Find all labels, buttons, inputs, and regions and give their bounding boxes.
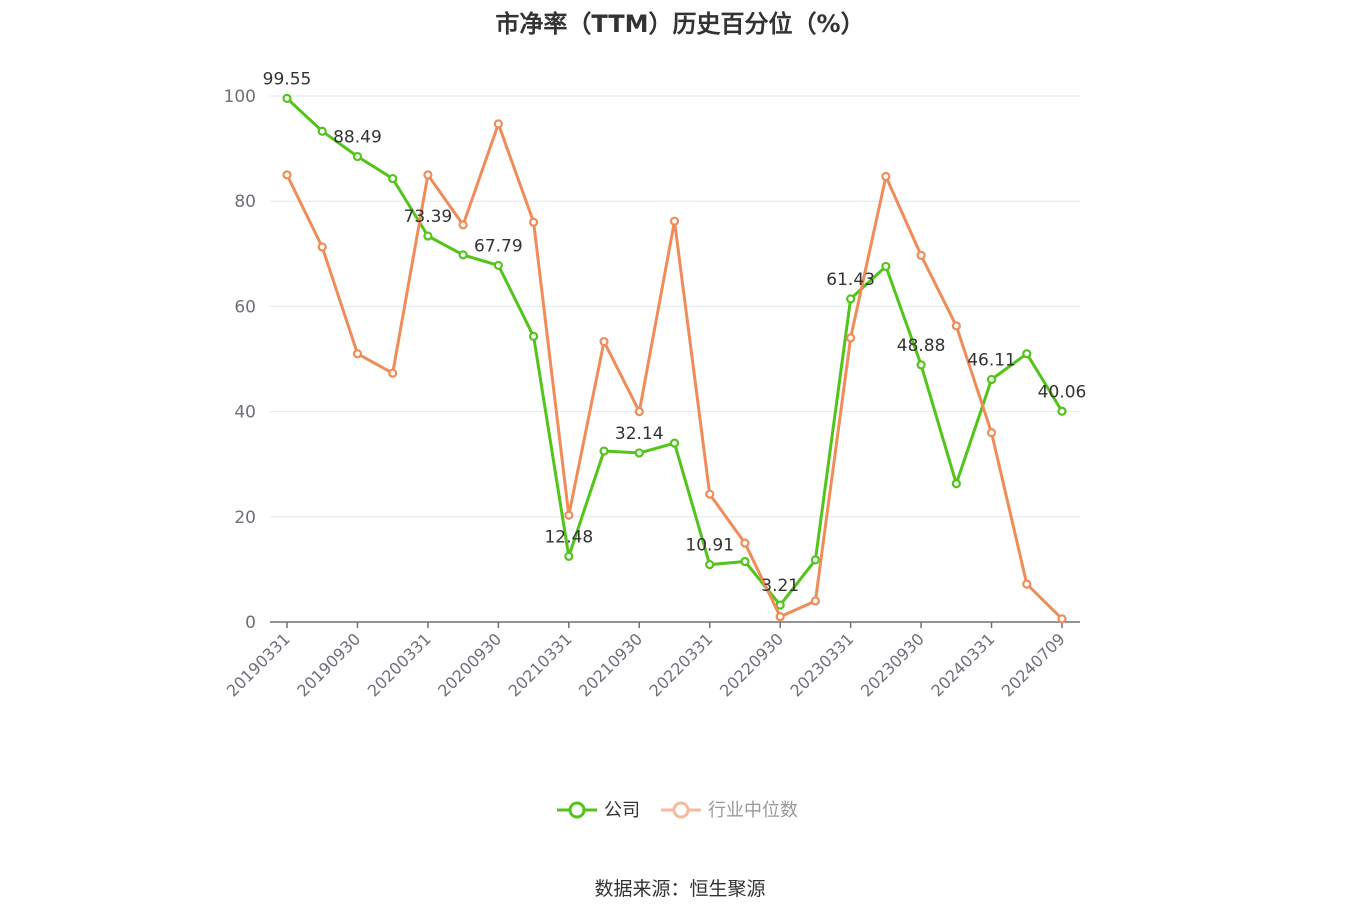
- data-point: [1057, 406, 1067, 416]
- x-tick-label: 20230331: [786, 629, 857, 700]
- data-point: [493, 119, 503, 129]
- data-point: [634, 448, 644, 458]
- data-label: 48.88: [897, 336, 946, 356]
- data-point: [599, 337, 609, 347]
- data-point: [388, 173, 398, 184]
- data-point: [282, 170, 292, 180]
- data-point: [317, 242, 327, 252]
- data-point: [740, 556, 750, 567]
- data-point: [810, 596, 821, 606]
- data-point: [881, 171, 891, 182]
- data-point: [669, 438, 680, 448]
- data-point: [317, 126, 327, 136]
- data-point: [705, 489, 715, 499]
- legend-item-0[interactable]: 公司: [557, 800, 640, 821]
- data-label: 32.14: [615, 424, 664, 444]
- data-point: [352, 349, 363, 359]
- x-tick-label: 20220331: [646, 629, 717, 700]
- x-tick-label: 20200331: [364, 629, 435, 700]
- data-point: [564, 510, 574, 520]
- legend: 公司 行业中位数: [557, 800, 798, 821]
- series-line-0: [285, 97, 1064, 607]
- data-point: [423, 170, 433, 180]
- data-label: 46.11: [967, 350, 1016, 370]
- data-point: [916, 250, 926, 260]
- data-point: [986, 374, 997, 385]
- data-point: [458, 220, 468, 230]
- data-point: [423, 231, 433, 241]
- y-tick-label: 0: [245, 613, 256, 633]
- x-tick-label: 20240331: [927, 629, 998, 700]
- data-point: [634, 407, 644, 417]
- x-tick-label: 20240709: [998, 629, 1069, 700]
- data-point: [810, 555, 821, 565]
- data-point: [493, 260, 503, 271]
- x-tick-label: 20230930: [857, 629, 928, 700]
- data-label: 99.55: [263, 69, 312, 89]
- y-tick-label: 40: [234, 403, 256, 423]
- data-point: [352, 151, 363, 162]
- axis-layer: 0 20 40 60 80 100 20190331 20190930 20200331 2020…: [223, 87, 1080, 700]
- x-tick-label: 20210331: [505, 629, 576, 700]
- data-point: [986, 428, 997, 438]
- x-tick-label: 20190331: [223, 629, 294, 700]
- data-point: [388, 368, 398, 378]
- data-label: 3.21: [761, 576, 799, 596]
- data-label: 67.79: [474, 236, 523, 256]
- data-point: [564, 551, 574, 561]
- data-point: [775, 612, 785, 622]
- data-point: [528, 217, 539, 227]
- x-tick-label: 20200930: [434, 629, 505, 700]
- y-tick-label: 80: [234, 192, 256, 212]
- legend-marker: [568, 801, 586, 819]
- data-point: [669, 216, 680, 226]
- data-point: [846, 294, 856, 304]
- y-tick-label: 100: [224, 87, 256, 107]
- data-point: [705, 560, 715, 570]
- data-point: [951, 479, 961, 489]
- label-layer: 99.55 88.49 73.39 67.79 12.48 32.14 10.91 3.21 6…: [263, 69, 1087, 596]
- legend-marker: [672, 801, 690, 819]
- data-point: [916, 360, 926, 370]
- data-point: [740, 538, 750, 548]
- data-point: [1022, 349, 1032, 359]
- data-point: [881, 261, 891, 272]
- data-point: [458, 250, 468, 260]
- legend-label: 行业中位数: [708, 800, 798, 821]
- x-tick-label: 20220930: [716, 629, 787, 700]
- data-label: 10.91: [685, 536, 734, 556]
- data-label: 12.48: [544, 527, 593, 547]
- data-label: 40.06: [1038, 382, 1087, 402]
- data-point: [951, 321, 961, 331]
- legend-label: 公司: [604, 800, 640, 821]
- x-tick-label: 20190930: [293, 629, 364, 700]
- legend-item-1[interactable]: 行业中位数: [661, 800, 798, 821]
- source-note: 数据来源：恒生聚源: [594, 878, 766, 900]
- data-point: [599, 446, 609, 456]
- grid-layer: [270, 95, 1080, 518]
- data-point: [1022, 579, 1032, 589]
- data-point: [846, 333, 856, 343]
- chart-title: 市净率（TTM）历史百分位（%）: [495, 10, 865, 38]
- y-tick-label: 60: [234, 297, 256, 317]
- data-point: [528, 331, 539, 341]
- x-tick-label: 20210930: [575, 629, 646, 700]
- data-label: 61.43: [826, 270, 875, 290]
- data-point: [1057, 614, 1067, 624]
- data-label: 73.39: [404, 207, 453, 227]
- data-point: [282, 93, 292, 103]
- data-label: 88.49: [333, 128, 382, 148]
- series-layer: [282, 93, 1067, 624]
- y-tick-label: 20: [234, 508, 256, 528]
- data-point: [775, 600, 785, 610]
